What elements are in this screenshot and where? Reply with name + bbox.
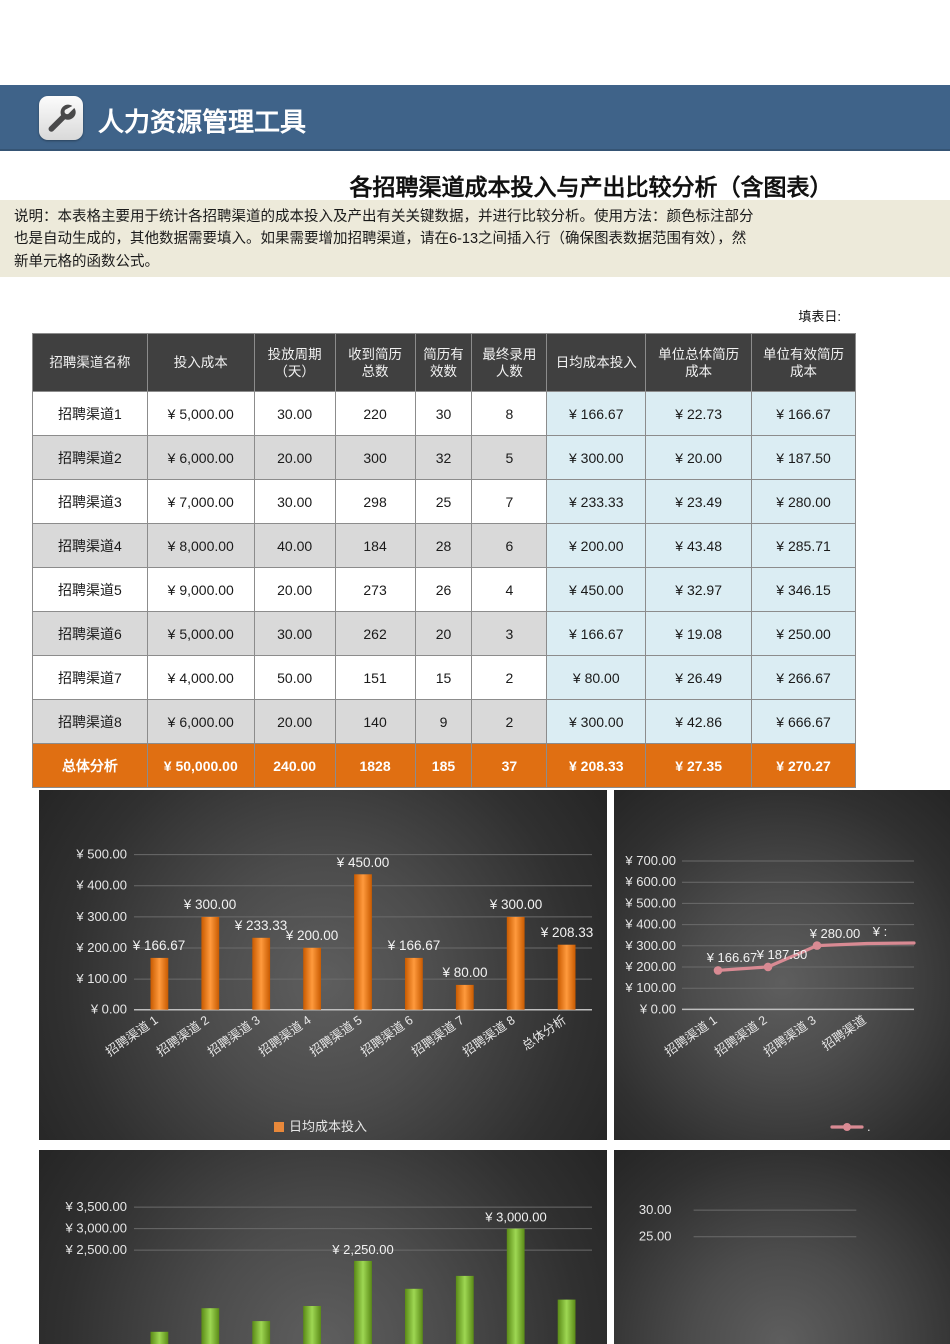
svg-text:¥ 280.00: ¥ 280.00	[809, 926, 861, 941]
svg-text:.: .	[867, 1119, 871, 1134]
svg-text:招聘渠道 3: 招聘渠道 3	[205, 1013, 263, 1059]
svg-text:招聘渠道 7: 招聘渠道 7	[409, 1013, 467, 1059]
svg-text:¥ 2,250.00: ¥ 2,250.00	[331, 1242, 393, 1257]
svg-text:招聘渠道 2: 招聘渠道 2	[154, 1013, 212, 1059]
svg-text:¥ 3,000.00: ¥ 3,000.00	[484, 1210, 546, 1225]
svg-text:¥ 300.00: ¥ 300.00	[624, 938, 676, 953]
svg-text:¥ 208.33: ¥ 208.33	[540, 925, 594, 940]
svg-text:¥ 166.67: ¥ 166.67	[387, 938, 441, 953]
svg-text:¥ 500.00: ¥ 500.00	[624, 895, 676, 910]
svg-text:¥ 500.00: ¥ 500.00	[75, 847, 127, 862]
svg-text:¥ 300.00: ¥ 300.00	[183, 897, 237, 912]
svg-text:¥ 3,000.00: ¥ 3,000.00	[65, 1221, 127, 1236]
svg-text:¥ 450.00: ¥ 450.00	[336, 855, 390, 870]
svg-text:¥ 200.00: ¥ 200.00	[75, 940, 127, 955]
svg-text:招聘渠道 1: 招聘渠道 1	[662, 1013, 720, 1059]
svg-text:招聘渠道 8: 招聘渠道 8	[460, 1013, 518, 1059]
svg-text:¥ 400.00: ¥ 400.00	[75, 878, 127, 893]
svg-text:招聘渠道 4: 招聘渠道 4	[256, 1013, 314, 1059]
svg-text:¥ 166.67: ¥ 166.67	[132, 938, 186, 953]
svg-text:招聘渠道 5: 招聘渠道 5	[307, 1013, 365, 1059]
svg-text:总体分析: 总体分析	[520, 1013, 569, 1053]
svg-text:¥ 0.00: ¥ 0.00	[90, 1002, 127, 1017]
svg-text:¥ 200.00: ¥ 200.00	[624, 959, 676, 974]
svg-text:¥ 3,500.00: ¥ 3,500.00	[65, 1199, 127, 1214]
svg-text:¥ 233.33: ¥ 233.33	[234, 918, 288, 933]
svg-text:¥ 700.00: ¥ 700.00	[624, 853, 676, 868]
svg-text:¥ 600.00: ¥ 600.00	[624, 874, 676, 889]
svg-text:¥ 300.00: ¥ 300.00	[489, 897, 543, 912]
svg-text:¥ 200.00: ¥ 200.00	[285, 928, 339, 943]
svg-text:30.00: 30.00	[639, 1202, 672, 1217]
svg-text:招聘渠道 6: 招聘渠道 6	[358, 1013, 416, 1059]
svg-text:招聘渠道 1: 招聘渠道 1	[103, 1013, 161, 1059]
svg-text:¥ 2,500.00: ¥ 2,500.00	[65, 1242, 127, 1257]
svg-text:¥ 400.00: ¥ 400.00	[624, 917, 676, 932]
svg-text:¥ 0.00: ¥ 0.00	[639, 1001, 676, 1016]
svg-text:¥ 166.67: ¥ 166.67	[706, 950, 758, 965]
svg-text:¥ 100.00: ¥ 100.00	[75, 971, 127, 986]
svg-text:招聘渠道 2: 招聘渠道 2	[712, 1013, 770, 1059]
svg-text:招聘渠道 3: 招聘渠道 3	[761, 1013, 819, 1059]
svg-text:招聘渠道: 招聘渠道	[820, 1013, 869, 1053]
svg-text:25.00: 25.00	[639, 1229, 672, 1244]
svg-text:¥ 187.50: ¥ 187.50	[756, 947, 808, 962]
svg-text:¥ 80.00: ¥ 80.00	[441, 965, 487, 980]
svg-text:¥ 100.00: ¥ 100.00	[624, 980, 676, 995]
svg-text:¥ 300.00: ¥ 300.00	[75, 909, 127, 924]
svg-text:日均成本投入: 日均成本投入	[289, 1119, 367, 1134]
svg-text:¥ :: ¥ :	[872, 924, 887, 939]
